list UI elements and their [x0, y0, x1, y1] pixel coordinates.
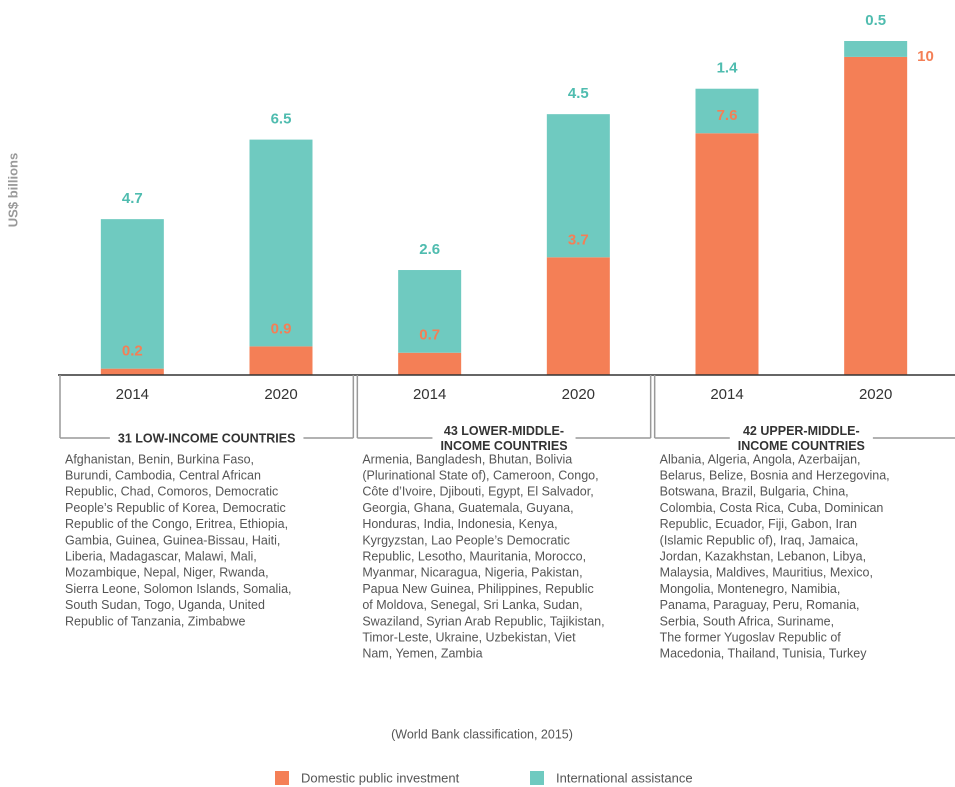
country-list: Honduras, India, Indonesia, Kenya, [362, 517, 557, 531]
bar-segment [546, 114, 610, 258]
bar-segment [398, 352, 462, 375]
value-label: 0.7 [419, 327, 440, 344]
country-list: Liberia, Madagascar, Malawi, Mali, [65, 549, 257, 563]
bar-segment [398, 270, 462, 353]
country-list: Swaziland, Syrian Arab Republic, Tajikis… [362, 614, 604, 628]
group-title: 43 LOWER-MIDDLE- [444, 424, 564, 438]
country-list: The former Yugoslav Republic of [660, 630, 842, 644]
x-tick-label: 2020 [264, 386, 297, 403]
country-list: Republic, Chad, Comoros, Democratic [65, 485, 278, 499]
group-title: 42 UPPER-MIDDLE- [743, 424, 860, 438]
value-label: 4.7 [122, 190, 143, 207]
bar-segment [695, 133, 759, 375]
country-list: Colombia, Costa Rica, Cuba, Dominican [660, 501, 884, 515]
x-tick-label: 2014 [116, 386, 149, 403]
country-list: Republic of the Congo, Eritrea, Ethiopia… [65, 517, 288, 531]
value-label: 0.2 [122, 343, 143, 360]
value-label: 10 [917, 48, 934, 65]
country-list: Republic of Tanzania, Zimbabwe [65, 614, 245, 628]
country-list: Nam, Yemen, Zambia [362, 647, 482, 661]
value-label: 0.9 [271, 320, 292, 337]
country-list: Afghanistan, Benin, Burkina Faso, [65, 452, 254, 466]
country-list: Belarus, Belize, Bosnia and Herzegovina, [660, 468, 890, 482]
country-list: Armenia, Bangladesh, Bhutan, Bolivia [362, 452, 572, 466]
bar-segment [844, 56, 908, 376]
bar-segment [546, 257, 610, 375]
country-list: Sierra Leone, Solomon Islands, Somalia, [65, 582, 292, 596]
country-list: Panama, Paraguay, Peru, Romania, [660, 598, 860, 612]
country-list: Macedonia, Thailand, Tunisia, Turkey [660, 647, 868, 661]
country-list: Malaysia, Maldives, Mauritius, Mexico, [660, 566, 873, 580]
value-label: 3.7 [568, 231, 589, 248]
value-label: 6.5 [271, 111, 292, 128]
x-tick-label: 2020 [859, 386, 892, 403]
group-title: INCOME COUNTRIES [738, 439, 865, 453]
country-list: Jordan, Kazakhstan, Lebanon, Libya, [660, 549, 866, 563]
bar-segment [100, 219, 164, 369]
y-axis-label: US$ billions [5, 153, 20, 227]
value-label: 4.5 [568, 85, 589, 102]
bar-segment [249, 346, 313, 375]
bar-segment [844, 41, 908, 57]
country-list: Botswana, Brazil, Bulgaria, China, [660, 485, 849, 499]
country-list: Timor-Leste, Ukraine, Uzbekistan, Viet [362, 630, 576, 644]
group-title: 31 LOW-INCOME COUNTRIES [118, 431, 296, 445]
country-list: (Plurinational State of), Cameroon, Cong… [362, 468, 598, 482]
legend-label: Domestic public investment [301, 770, 460, 785]
country-list: Burundi, Cambodia, Central African [65, 468, 261, 482]
country-list: Republic, Lesotho, Mauritania, Morocco, [362, 549, 586, 563]
x-tick-label: 2020 [562, 386, 595, 403]
country-list: Côte d’Ivoire, Djibouti, Egypt, El Salva… [362, 485, 593, 499]
country-list: Mozambique, Nepal, Niger, Rwanda, [65, 566, 269, 580]
country-list: Myanmar, Nicaragua, Nigeria, Pakistan, [362, 566, 582, 580]
bar-segment [249, 139, 313, 347]
country-list: Papua New Guinea, Philippines, Republic [362, 582, 593, 596]
bar-segment [100, 368, 164, 375]
country-list: People’s Republic of Korea, Democratic [65, 501, 286, 515]
country-list: Serbia, South Africa, Suriname, [660, 614, 834, 628]
legend-label: International assistance [556, 770, 693, 785]
bar-segment [695, 88, 759, 134]
note: (World Bank classification, 2015) [391, 727, 573, 741]
country-list: Georgia, Ghana, Guatemala, Guyana, [362, 501, 573, 515]
value-label: 7.6 [717, 107, 738, 124]
group-title: INCOME COUNTRIES [440, 439, 567, 453]
legend-swatch [275, 771, 289, 785]
country-list: Republic, Ecuador, Fiji, Gabon, Iran [660, 517, 857, 531]
value-label: 1.4 [717, 60, 739, 77]
country-list: Kyrgyzstan, Lao People’s Democratic [362, 533, 570, 547]
country-list: of Moldova, Senegal, Sri Lanka, Sudan, [362, 598, 582, 612]
value-label: 2.6 [419, 241, 440, 258]
x-tick-label: 2014 [413, 386, 446, 403]
value-label: 0.5 [865, 12, 886, 29]
country-list: Mongolia, Montenegro, Namibia, [660, 582, 841, 596]
country-list: South Sudan, Togo, Uganda, United [65, 598, 265, 612]
x-tick-label: 2014 [710, 386, 743, 403]
country-list: Gambia, Guinea, Guinea-Bissau, Haiti, [65, 533, 280, 547]
legend-swatch [530, 771, 544, 785]
country-list: Albania, Algeria, Angola, Azerbaijan, [660, 452, 861, 466]
country-list: (Islamic Republic of), Iraq, Jamaica, [660, 533, 859, 547]
